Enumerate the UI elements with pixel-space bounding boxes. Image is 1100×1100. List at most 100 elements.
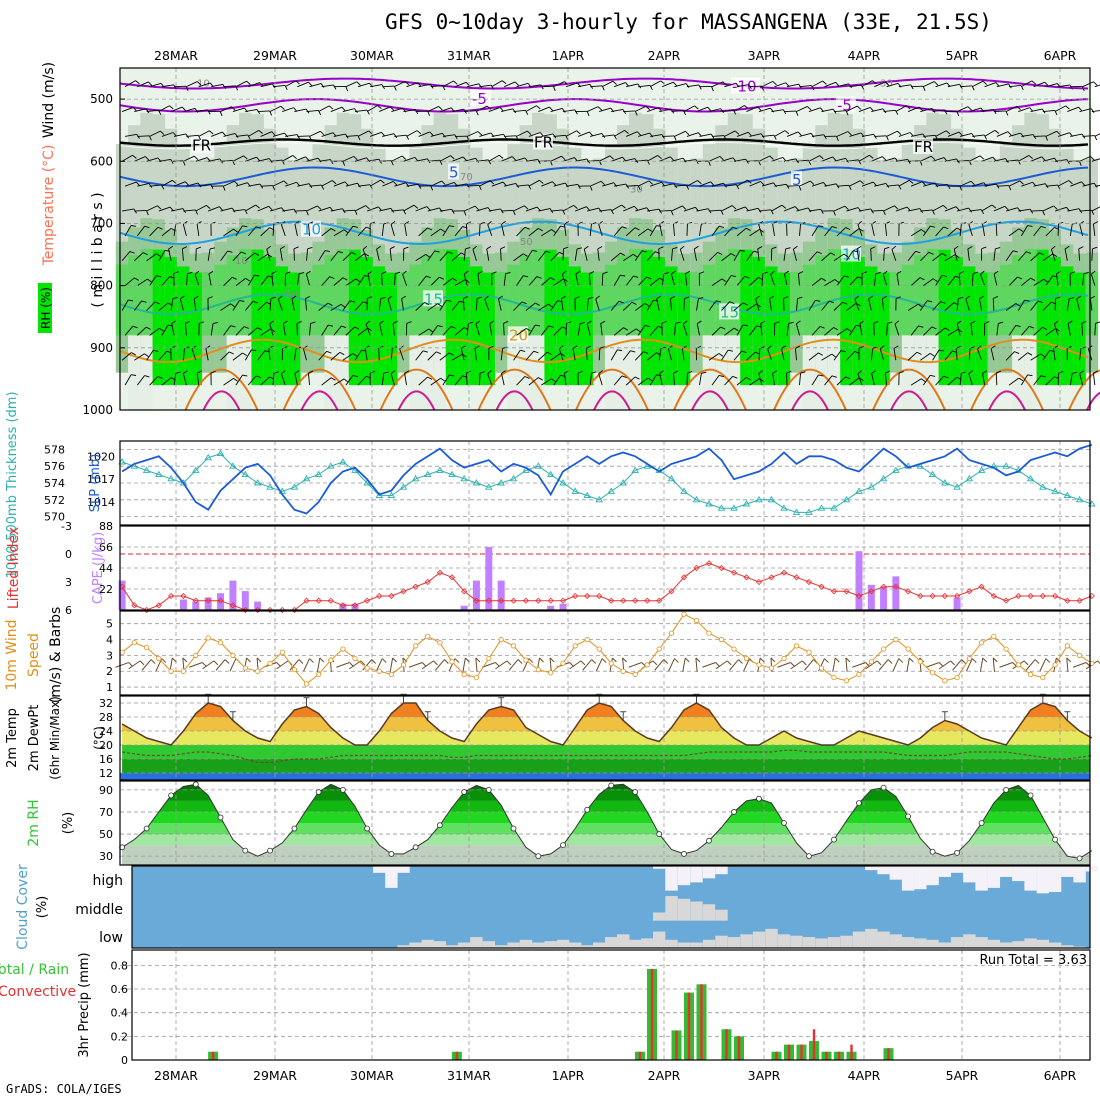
wind-barb	[849, 132, 862, 137]
wind-barb-flag	[512, 108, 517, 114]
wind-barb-flag	[193, 295, 199, 300]
wind-barb	[501, 224, 505, 236]
wind-barb	[682, 323, 688, 336]
wind-barb-flag	[329, 276, 335, 279]
wind-barb	[121, 154, 133, 162]
wind-barb-flag	[1031, 80, 1036, 85]
rh-cell	[580, 272, 594, 386]
wind-barb	[874, 183, 887, 187]
wind-barb	[956, 106, 969, 112]
wind10m-barb-flag	[695, 657, 701, 663]
wind-barb	[491, 80, 503, 88]
wind-barb	[272, 132, 285, 137]
wind-barb-flag	[196, 246, 202, 250]
wind-barb	[733, 250, 741, 261]
wind-barb	[590, 133, 602, 137]
wind-barb	[857, 224, 863, 237]
y-tick-label: 1000	[82, 403, 113, 417]
wind-barb	[257, 350, 266, 361]
cloud-level-low: low	[99, 930, 123, 946]
wind-barb	[137, 81, 149, 88]
precip-convective-bar	[725, 1029, 728, 1060]
wind10m-point	[498, 636, 504, 643]
wind10m-barb-flag	[938, 662, 944, 667]
wind-barb	[1042, 253, 1053, 262]
cloud-high-bar	[397, 866, 410, 873]
wind10m-barb	[729, 659, 739, 671]
wind-barb-flag	[807, 106, 812, 111]
li-point	[143, 606, 150, 614]
wind-barb	[836, 131, 849, 137]
wind-barb	[874, 135, 887, 137]
thickness-point	[559, 479, 567, 486]
wind-barb-flag	[634, 227, 640, 231]
wind-barb	[1079, 348, 1082, 361]
wind-barb	[578, 131, 590, 137]
wind10m-barb	[845, 657, 848, 672]
wind-barb-flag	[786, 370, 792, 374]
wind-barb	[381, 223, 385, 236]
wind-barb-flag	[761, 85, 764, 91]
wind-barb	[562, 157, 575, 162]
wind-barb-flag	[942, 205, 948, 209]
wind-barb	[488, 208, 501, 212]
wind-barb	[146, 301, 156, 311]
thickness-point	[830, 504, 838, 511]
wind-barb	[475, 323, 480, 336]
wind-barb-flag	[1039, 252, 1045, 256]
wind-barb	[711, 182, 724, 187]
wind-barb	[590, 180, 602, 187]
rh-cell	[300, 271, 313, 336]
wind-barb-flag	[256, 156, 261, 162]
wind-barb	[968, 348, 971, 361]
wind-barb-flag	[1042, 326, 1048, 331]
wind-barb-flag	[141, 300, 147, 303]
wind-barb-flag	[620, 252, 625, 256]
contour-label: FR	[914, 138, 933, 156]
date-label-bottom: 3APR	[748, 1068, 781, 1083]
wind-barb	[749, 325, 758, 336]
wind-barb-flag	[476, 296, 482, 299]
rh-legend-swatch	[38, 283, 52, 333]
wind-barb	[959, 180, 972, 187]
rh-cell	[532, 335, 545, 410]
wind10m-point	[1040, 674, 1046, 681]
cloud-low-bar	[752, 931, 766, 948]
wind-barb-flag	[389, 246, 395, 250]
wind-barb	[786, 131, 799, 137]
wind-barb	[761, 134, 774, 137]
wind-barb	[183, 155, 195, 162]
wind-barb	[626, 131, 638, 137]
wind-barb-flag	[185, 86, 189, 92]
wind-barb	[635, 207, 647, 212]
wind-barb-flag	[500, 246, 506, 250]
wind-barb-flag	[463, 295, 469, 299]
wind-barb	[269, 298, 272, 311]
wind-barb	[659, 373, 663, 386]
wind-barb	[886, 82, 899, 88]
date-label-top: 28MAR	[154, 48, 198, 63]
wind-barb-flag	[1030, 277, 1036, 281]
rh-point	[217, 814, 224, 821]
rh-cell	[628, 335, 642, 410]
wind-barb-flag	[1092, 246, 1098, 250]
wind-barb-flag	[271, 271, 277, 275]
wind-barb	[333, 277, 344, 286]
wind-barb-flag	[296, 321, 302, 324]
wind-barb	[1066, 298, 1070, 311]
rh-contour-label: 70	[460, 172, 473, 183]
wind-barb-flag	[317, 205, 322, 210]
wind10m-barb-flag	[790, 662, 795, 667]
rh-cell	[926, 335, 939, 410]
thickness-point	[717, 504, 726, 511]
wind-barb	[498, 298, 502, 311]
wind-barb-flag	[525, 110, 529, 115]
li-point	[830, 588, 838, 595]
rh-cell	[288, 272, 301, 386]
wind-barb-flag	[406, 321, 412, 324]
wind-barb	[761, 273, 764, 286]
rh-cell	[777, 272, 791, 386]
thickness-point	[534, 462, 543, 469]
wind-barb-flag	[153, 349, 159, 352]
li-point	[547, 597, 554, 604]
